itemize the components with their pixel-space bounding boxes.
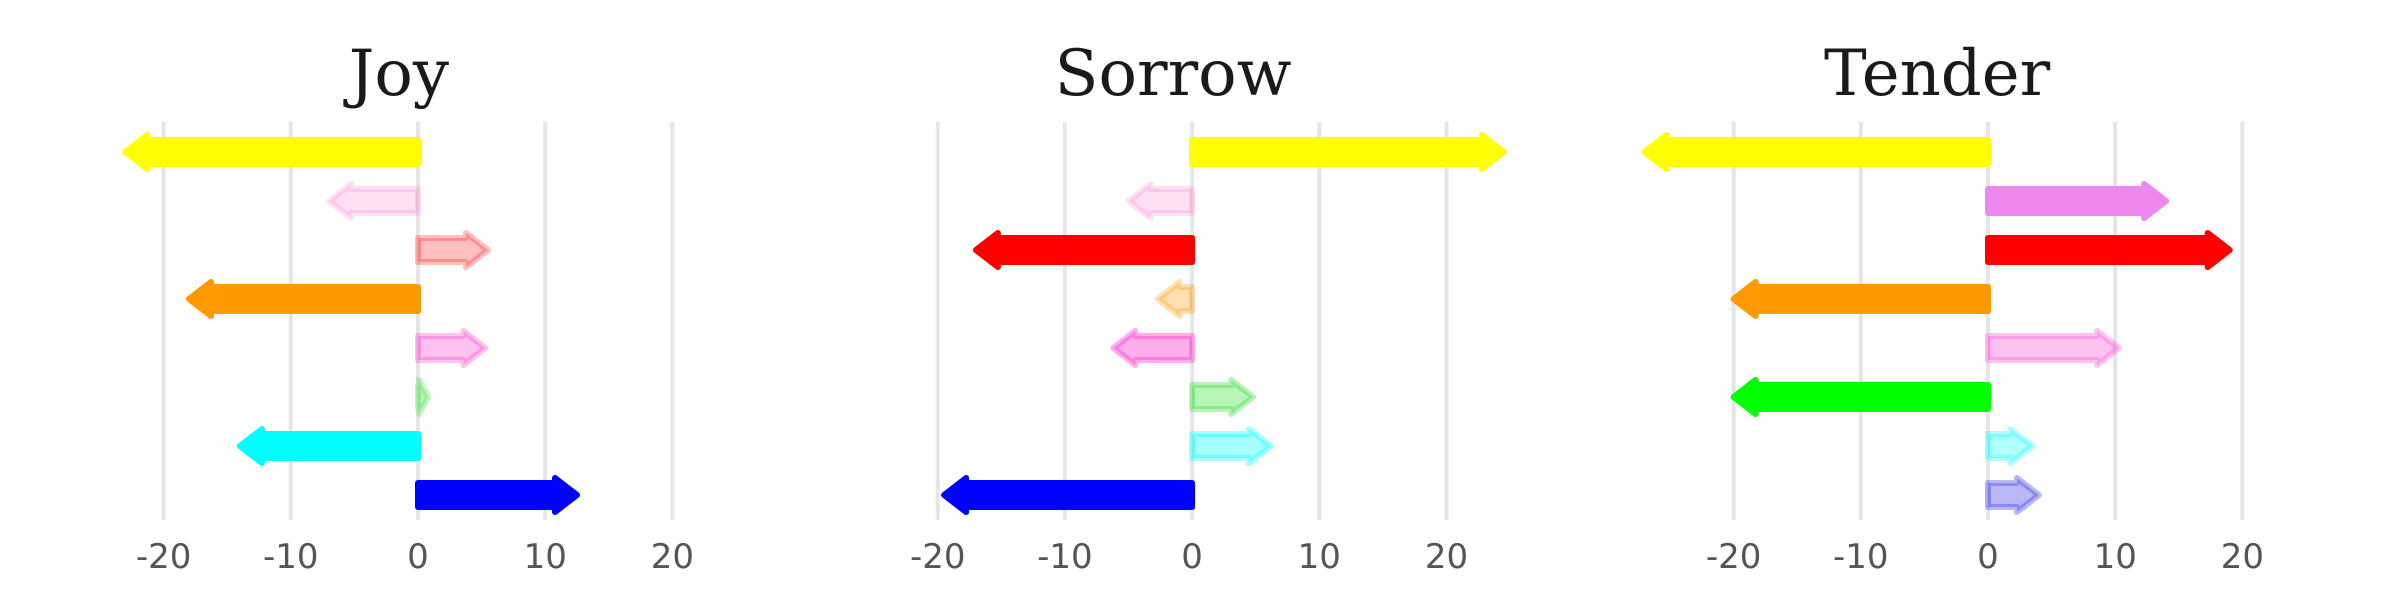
chart-panel-joy: Joy -20 -10 0 10 20 (122, 37, 694, 577)
bar-arrow (1985, 328, 2122, 368)
bar-arrow (1985, 426, 2036, 466)
panel-title: Joy (343, 37, 449, 111)
bar-arrow (186, 279, 421, 319)
bar-arrow (1189, 132, 1507, 172)
x-tick-label: 20 (651, 537, 694, 577)
bar-arrow (415, 328, 489, 368)
bar-arrow (122, 132, 421, 172)
x-tick-label: -10 (1833, 537, 1889, 577)
bar-arrow (972, 230, 1196, 270)
x-tick-label: 0 (1977, 537, 1999, 577)
bar-arrow (1985, 475, 2042, 515)
x-tick-label: 10 (2094, 537, 2137, 577)
chart-panel-sorrow: Sorrow -20 -10 0 10 20 (910, 37, 1507, 577)
panel-title: Sorrow (1055, 37, 1292, 111)
x-tick-label: 20 (2221, 537, 2264, 577)
chart-panel-tender: Tender -20 -10 0 10 20 (1641, 37, 2264, 577)
x-tick-label: -20 (910, 537, 966, 577)
bar-arrow (415, 475, 580, 515)
bar-arrow (236, 426, 421, 466)
bar-arrow (1154, 279, 1196, 319)
bar-arrow (1730, 377, 1991, 417)
x-tick-label: -10 (263, 537, 319, 577)
x-tick-label: -20 (136, 537, 192, 577)
bar-arrow (941, 475, 1196, 515)
x-tick-label: -10 (1037, 537, 1093, 577)
bar-arrow (1641, 132, 1991, 172)
bar-arrow (1985, 181, 2170, 221)
bar-arrow (1125, 181, 1196, 221)
x-tick-label: 0 (1181, 537, 1203, 577)
x-tick-label: 20 (1425, 537, 1468, 577)
x-tick-label: -20 (1706, 537, 1762, 577)
panel-title: Tender (1824, 37, 2051, 111)
bar-arrow (1985, 230, 2233, 270)
bar-arrow (1189, 377, 1257, 417)
bar-arrow (326, 181, 421, 221)
bar-arrow (415, 230, 491, 270)
bar-arrow (1730, 279, 1991, 319)
x-tick-label: 10 (1298, 537, 1341, 577)
bar-arrow (1189, 426, 1274, 466)
x-tick-label: 0 (407, 537, 429, 577)
bar-arrow (415, 377, 432, 417)
x-tick-label: 10 (524, 537, 567, 577)
bar-arrow (1110, 328, 1196, 368)
